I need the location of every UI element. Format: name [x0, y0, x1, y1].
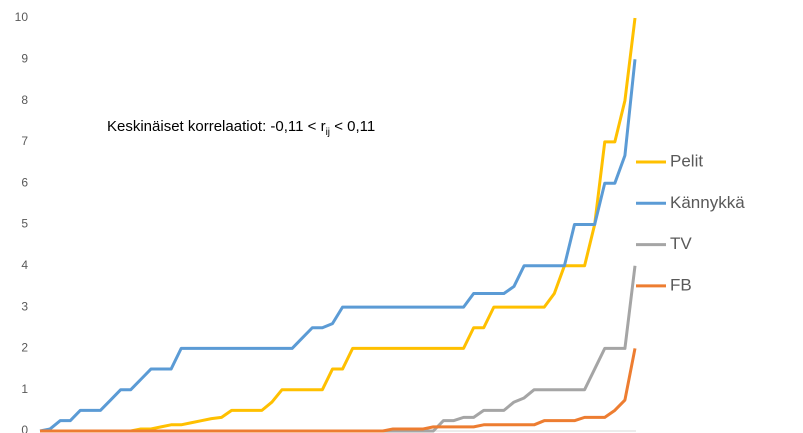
legend-label: Pelit: [670, 151, 703, 170]
legend-label: Kännykkä: [670, 193, 745, 212]
y-tick-label: 1: [21, 382, 28, 396]
y-tick-label: 6: [21, 175, 28, 189]
series-line: [40, 265, 637, 433]
y-tick-label: 10: [15, 10, 29, 24]
series-line: [40, 348, 637, 433]
y-tick-label: 2: [21, 341, 28, 355]
annotation-tail: < 0,11: [330, 118, 375, 135]
annotation-text: Keskinäiset korrelaatiot: -0,11 < r: [107, 118, 326, 135]
y-tick-label: 0: [21, 423, 28, 433]
y-tick-label: 7: [21, 134, 28, 148]
legend-label: TV: [670, 234, 692, 253]
annotation: Keskinäiset korrelaatiot: -0,11 < rij < …: [107, 118, 375, 138]
y-tick-label: 5: [21, 217, 28, 231]
annotation-subscript: ij: [326, 127, 330, 138]
y-tick-label: 4: [21, 258, 28, 272]
y-tick-label: 9: [21, 51, 28, 65]
series-line: [40, 17, 637, 433]
y-tick-label: 3: [21, 299, 28, 313]
legend-label: FB: [670, 275, 692, 294]
y-tick-label: 8: [21, 93, 28, 107]
series-line: [39, 59, 637, 433]
